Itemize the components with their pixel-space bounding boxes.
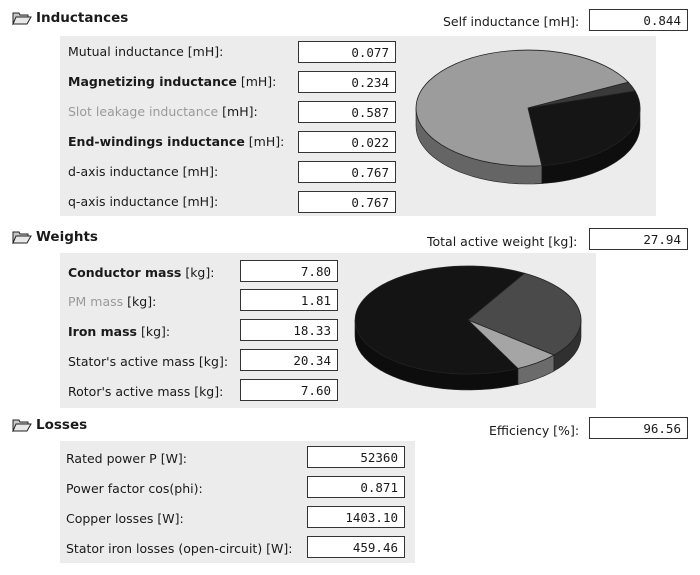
row-rated-power: Rated power P [W]: (66, 451, 188, 466)
q-axis-inductance-field[interactable]: 0.767 (298, 191, 396, 213)
inductance-pie-slice-3 (527, 81, 636, 109)
weight-pie-slice-3 (354, 265, 526, 375)
mutual-inductance-field[interactable]: 0.077 (298, 41, 396, 63)
efficiency-label: Efficiency [%]: (489, 423, 580, 438)
folder-open-icon (12, 418, 32, 432)
total-active-weight-field[interactable]: 27.94 (589, 228, 688, 250)
end-windings-inductance-field[interactable]: 0.022 (298, 131, 396, 153)
inductance-pie-chart (415, 49, 641, 185)
weight-pie-slice-1 (467, 272, 582, 356)
d-axis-inductance-field[interactable]: 0.767 (298, 161, 396, 183)
slot-leakage-inductance-field[interactable]: 0.587 (298, 101, 396, 123)
stator-active-mass-field[interactable]: 20.34 (240, 349, 338, 371)
pm-mass-field[interactable]: 1.81 (240, 289, 338, 311)
row-conductor-mass: Conductor mass [kg]: (68, 265, 215, 280)
row-d-axis-inductance: d-axis inductance [mH]: (68, 164, 219, 179)
row-power-factor: Power factor cos(phi): (66, 481, 203, 496)
copper-losses-field[interactable]: 1403.10 (307, 506, 405, 528)
row-slot-leakage-inductance: Slot leakage inductance [mH]: (68, 104, 258, 119)
section-title: Inductances (36, 10, 129, 26)
stator-iron-losses-field[interactable]: 459.46 (307, 536, 405, 558)
inductance-pie-slice-1 (527, 90, 641, 167)
self-inductance-label: Self inductance [mH]: (443, 14, 580, 29)
row-pm-mass: PM mass [kg]: (68, 294, 157, 309)
efficiency-field[interactable]: 96.56 (589, 417, 688, 439)
row-copper-losses: Copper losses [W]: (66, 511, 184, 526)
magnetizing-inductance-field[interactable]: 0.234 (298, 71, 396, 93)
row-iron-mass: Iron mass [kg]: (68, 324, 171, 339)
row-stator-iron-losses: Stator iron losses (open-circuit) [W]: (66, 541, 293, 556)
total-active-weight-label: Total active weight [kg]: (427, 234, 578, 249)
power-factor-field[interactable]: 0.871 (307, 476, 405, 498)
folder-open-icon (12, 230, 32, 244)
row-mutual-inductance: Mutual inductance [mH]: (68, 44, 224, 59)
row-stator-active-mass: Stator's active mass [kg]: (68, 354, 229, 369)
row-end-windings-inductance: End-windings inductance [mH]: (68, 134, 285, 149)
row-rotor-active-mass: Rotor's active mass [kg]: (68, 384, 224, 399)
rotor-active-mass-field[interactable]: 7.60 (240, 379, 338, 401)
self-inductance-field[interactable]: 0.844 (589, 9, 688, 31)
rated-power-field[interactable]: 52360 (307, 446, 405, 468)
section-weights: Weights (12, 229, 98, 245)
folder-open-icon (12, 11, 32, 25)
section-title: Losses (36, 417, 88, 433)
section-losses: Losses (12, 417, 87, 433)
row-q-axis-inductance: q-axis inductance [mH]: (68, 194, 219, 209)
weight-pie-chart (354, 265, 582, 391)
conductor-mass-field[interactable]: 7.80 (240, 260, 338, 282)
inductance-pie-slice-2 (415, 49, 630, 167)
iron-mass-field[interactable]: 18.33 (240, 319, 338, 341)
section-inductances: Inductances (12, 10, 128, 26)
section-title: Weights (36, 229, 98, 245)
row-magnetizing-inductance: Magnetizing inductance [mH]: (68, 74, 277, 89)
